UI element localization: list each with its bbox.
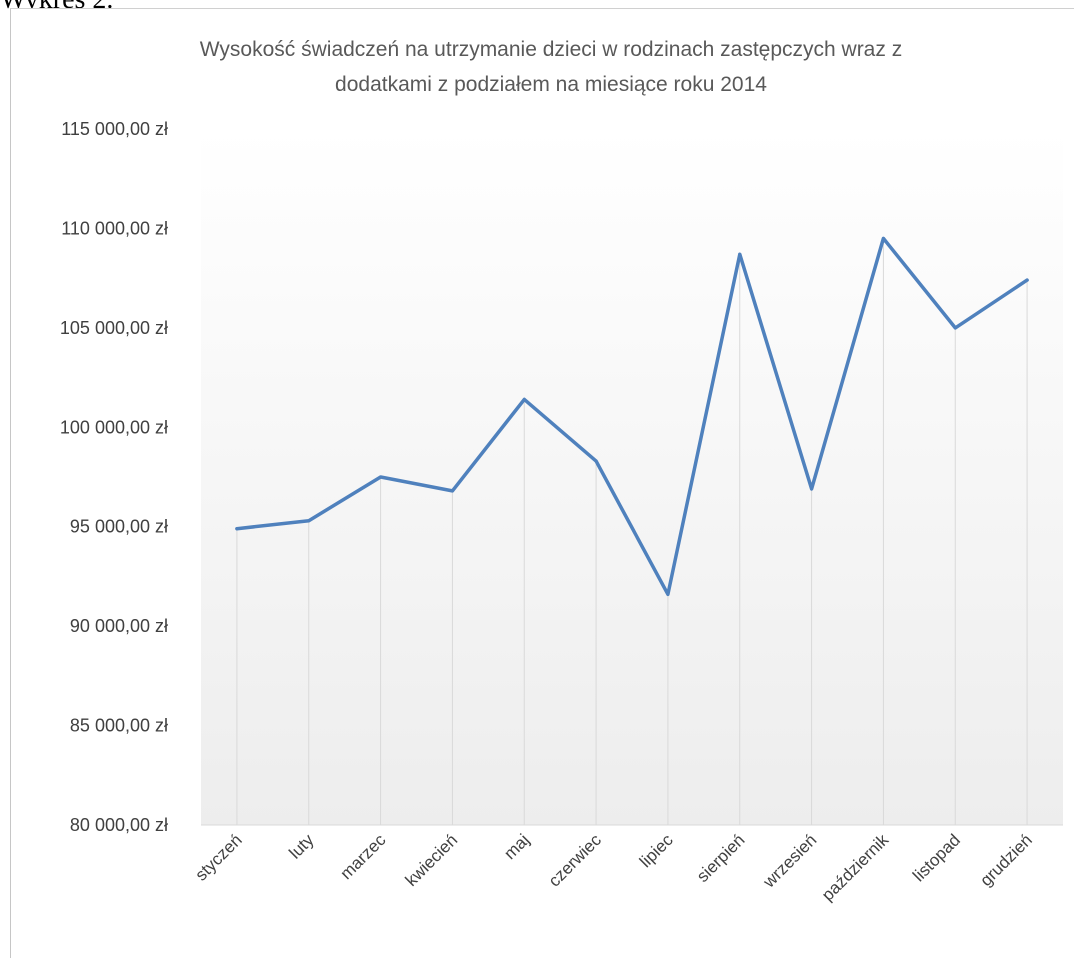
line-chart: Wysokość świadczeń na utrzymanie dzieci … bbox=[60, 38, 1063, 905]
y-axis: 80 000,00 zł 85 000,00 zł 90 000,00 zł 95 0… bbox=[60, 119, 168, 835]
x-tick-label: grudzień bbox=[976, 830, 1036, 890]
chart-title-line-2: dodatkami z podziałem na miesiące roku 2… bbox=[335, 73, 767, 96]
x-tick-label: sierpień bbox=[693, 830, 749, 886]
data-point bbox=[666, 592, 670, 596]
data-point bbox=[450, 489, 454, 493]
y-tick-label: 85 000,00 zł bbox=[70, 716, 168, 736]
x-tick-label: maj bbox=[500, 830, 533, 863]
x-tick-label: wrzesień bbox=[759, 830, 821, 892]
y-tick-label: 100 000,00 zł bbox=[60, 417, 168, 437]
x-tick-label: marzec bbox=[337, 830, 390, 883]
chart-frame: Wysokość świadczeń na utrzymanie dzieci … bbox=[10, 8, 1074, 958]
y-tick-label: 80 000,00 zł bbox=[70, 815, 168, 835]
x-tick-label: październik bbox=[818, 830, 893, 905]
x-tick-label: luty bbox=[285, 830, 317, 862]
data-point bbox=[881, 236, 885, 240]
x-axis: styczeń luty marzec kwiecień maj czerwiec lipi… bbox=[192, 830, 1036, 905]
x-tick-label: styczeń bbox=[192, 830, 246, 884]
x-tick-label: czerwiec bbox=[545, 830, 606, 891]
plot-area bbox=[201, 129, 1063, 825]
drop-lines bbox=[236, 238, 1028, 825]
y-tick-label: 110 000,00 zł bbox=[61, 218, 168, 238]
data-point bbox=[953, 326, 957, 330]
data-point bbox=[738, 252, 742, 256]
data-point bbox=[810, 487, 814, 491]
data-point bbox=[307, 519, 311, 523]
data-point bbox=[522, 397, 526, 401]
x-tick-label: lipiec bbox=[636, 830, 677, 871]
y-tick-label: 95 000,00 zł bbox=[70, 517, 168, 537]
data-point bbox=[235, 527, 239, 531]
series-line bbox=[235, 236, 1029, 597]
data-point bbox=[594, 459, 598, 463]
series-group bbox=[235, 236, 1029, 597]
x-tick-label: kwiecień bbox=[402, 830, 462, 890]
chart-title-line-1: Wysokość świadczeń na utrzymanie dzieci … bbox=[200, 38, 902, 61]
y-tick-label: 105 000,00 zł bbox=[60, 318, 168, 338]
y-tick-label: 90 000,00 zł bbox=[70, 616, 168, 636]
data-point bbox=[379, 475, 383, 479]
x-tick-label: listopad bbox=[909, 830, 964, 885]
y-tick-label: 115 000,00 zł bbox=[61, 119, 168, 139]
data-point bbox=[1025, 278, 1029, 282]
